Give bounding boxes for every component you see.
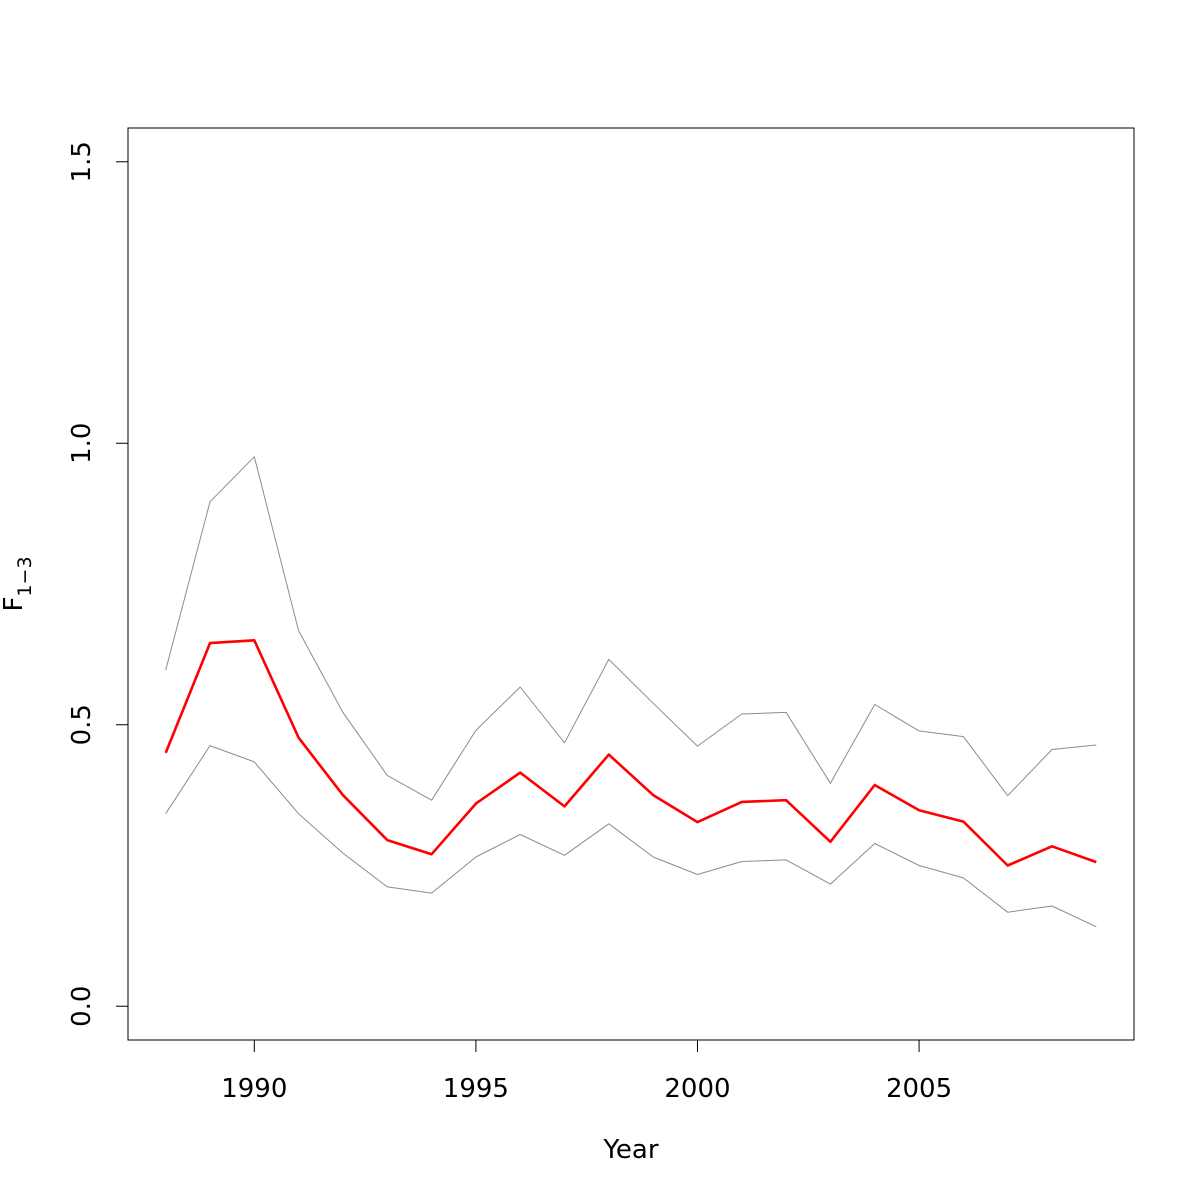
plot-frame <box>127 127 1135 1041</box>
x-tick-label: 1990 <box>221 1074 287 1104</box>
x-tick-label: 1995 <box>443 1074 509 1104</box>
series-line-estimate <box>164 638 1097 867</box>
x-tick-label: 2005 <box>886 1074 952 1104</box>
series-line-upper-bound <box>165 456 1097 801</box>
y-axis: 0.0 0.5 1.0 1.5 <box>67 141 129 1027</box>
y-tick-label: 0.0 <box>67 986 97 1027</box>
series-line-lower-bound <box>165 745 1097 928</box>
series-layer <box>164 456 1097 928</box>
y-tick-label: 1.0 <box>67 423 97 464</box>
y-tick-label: 0.5 <box>67 704 97 745</box>
x-axis: 1990 1995 2000 2005 <box>221 1039 952 1104</box>
y-axis-label-subscript: 1−3 <box>14 556 36 596</box>
y-axis-label: F1−3 <box>0 556 36 611</box>
y-axis-label-main: F <box>0 597 29 612</box>
y-tick-label: 1.5 <box>67 141 97 182</box>
x-axis-label: Year <box>602 1135 658 1165</box>
x-tick-label: 2000 <box>664 1074 730 1104</box>
